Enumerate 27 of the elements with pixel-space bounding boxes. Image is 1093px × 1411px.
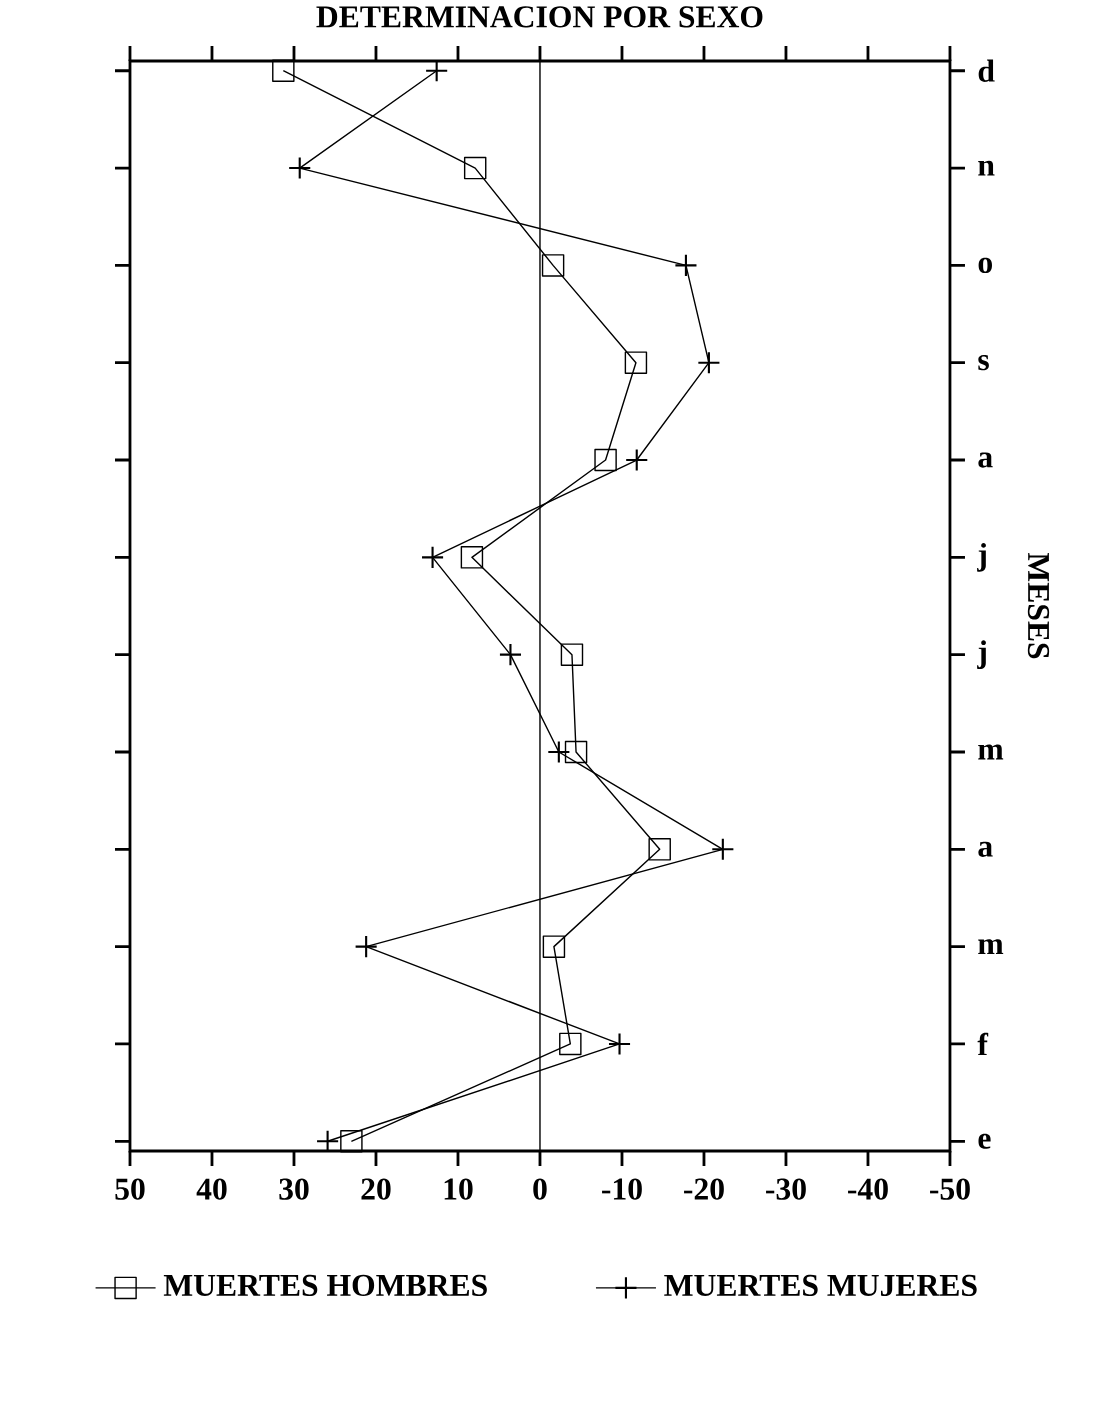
y-tick-label: f <box>977 1032 989 1056</box>
x-tick-label: -20 <box>684 1178 724 1200</box>
x-tick-label: 0 <box>533 1178 547 1200</box>
y-tick-label: m <box>978 939 1004 955</box>
y-tick-label: e <box>978 1133 991 1149</box>
chart-title: DETERMINACION POR SEXO <box>316 6 763 28</box>
y-tick-label: j <box>977 640 986 669</box>
y-tick-label: d <box>978 59 995 82</box>
y-tick-label: o <box>978 257 992 274</box>
y-tick-label: j <box>977 543 986 572</box>
y-axis-title: MESES <box>1027 552 1050 659</box>
y-tick-label: m <box>978 744 1004 760</box>
x-tick-label: -30 <box>766 1178 806 1200</box>
x-tick-label: -10 <box>602 1178 642 1200</box>
y-tick-label: n <box>978 160 995 176</box>
legend-label: MUERTES HOMBRES <box>163 1274 487 1297</box>
x-tick-label: 40 <box>196 1178 227 1200</box>
x-tick-label: -50 <box>930 1178 970 1200</box>
x-tick-label: 10 <box>444 1178 473 1200</box>
x-tick-label: -40 <box>848 1178 888 1200</box>
y-tick-label: a <box>978 841 993 857</box>
x-tick-label: 20 <box>361 1178 391 1200</box>
y-tick-label: s <box>978 355 989 371</box>
legend-label: MUERTES MUJERES <box>664 1274 977 1297</box>
x-tick-label: 30 <box>279 1178 309 1200</box>
x-tick-label: 50 <box>115 1178 145 1200</box>
y-tick-label: a <box>978 452 993 468</box>
